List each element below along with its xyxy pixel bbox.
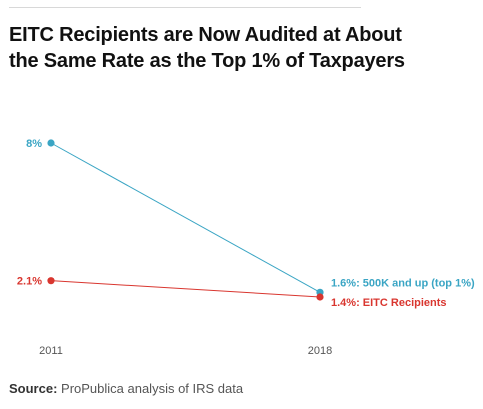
series-1-end-label: 1.6%: 500K and up (top 1%) (331, 277, 475, 289)
series-2-end-label: 1.4%: EITC Recipients (331, 297, 447, 309)
source-note: Source: ProPublica analysis of IRS data (9, 381, 243, 396)
series-2-start-label: 2.1% (17, 276, 42, 288)
source-label: Source: (9, 381, 58, 396)
series-1-start-label: 8% (26, 138, 42, 150)
series-1-point-1 (47, 139, 55, 147)
top-divider (9, 7, 361, 8)
series-2-point-2 (316, 293, 324, 301)
chart-title: EITC Recipients are Now Audited at About… (9, 24, 405, 72)
series-2-line (50, 280, 321, 298)
series-1-line (50, 142, 321, 293)
series-2-point-1 (47, 277, 55, 285)
source-text: ProPublica analysis of IRS data (57, 381, 244, 396)
x-tick-label: 2018 (308, 345, 332, 357)
x-tick-label: 2011 (39, 345, 63, 357)
